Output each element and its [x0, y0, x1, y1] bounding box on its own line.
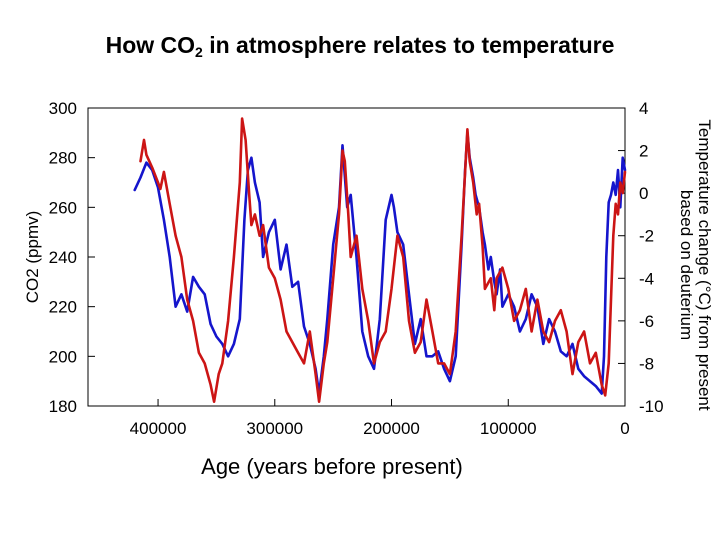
slide-title-subscript: 2	[195, 44, 203, 60]
y-right-axis-title-line2: based on deuterium	[677, 190, 696, 340]
y-right-tick-label: -4	[639, 269, 654, 288]
y-right-tick-label: -2	[639, 227, 654, 246]
y-right-ticks: -10 -8 -6 -4 -2 0 2 4	[618, 99, 664, 416]
x-tick-label: 400000	[130, 419, 187, 438]
temperature-series-line	[139, 117, 627, 404]
y-right-tick-label: 4	[639, 99, 648, 118]
y-left-tick-label: 300	[49, 99, 77, 118]
slide-title: How CO2 in atmosphere relates to tempera…	[0, 32, 720, 60]
x-tick-label: 0	[620, 419, 629, 438]
x-tick-label: 200000	[363, 419, 420, 438]
y-right-axis-title-line1: Temperature change (°C) from present	[695, 119, 714, 410]
x-tick-label: 100000	[480, 419, 537, 438]
y-left-tick-label: 280	[49, 149, 77, 168]
slide-title-text-start: How CO	[105, 32, 196, 58]
y-left-tick-label: 240	[49, 248, 77, 267]
series-layer	[133, 117, 627, 404]
y-left-ticks: 180 200 220 240 260 280 300	[49, 99, 95, 416]
y-left-tick-label: 260	[49, 198, 77, 217]
y-left-axis-title: CO2 (ppmv)	[23, 211, 42, 304]
x-axis-title: Age (years before present)	[201, 454, 463, 479]
y-right-tick-label: 0	[639, 184, 648, 203]
y-right-tick-label: -8	[639, 354, 654, 373]
y-right-tick-label: -6	[639, 312, 654, 331]
slide-title-text-end: in atmosphere relates to temperature	[202, 32, 615, 58]
y-left-tick-label: 220	[49, 298, 77, 317]
y-right-tick-label: 2	[639, 142, 648, 161]
co2-series-line	[133, 131, 627, 395]
y-left-tick-label: 180	[49, 397, 77, 416]
y-left-tick-label: 200	[49, 347, 77, 366]
x-ticks: 400000 300000 200000 100000 0	[130, 399, 630, 438]
y-right-tick-label: -10	[639, 397, 664, 416]
x-tick-label: 300000	[246, 419, 303, 438]
